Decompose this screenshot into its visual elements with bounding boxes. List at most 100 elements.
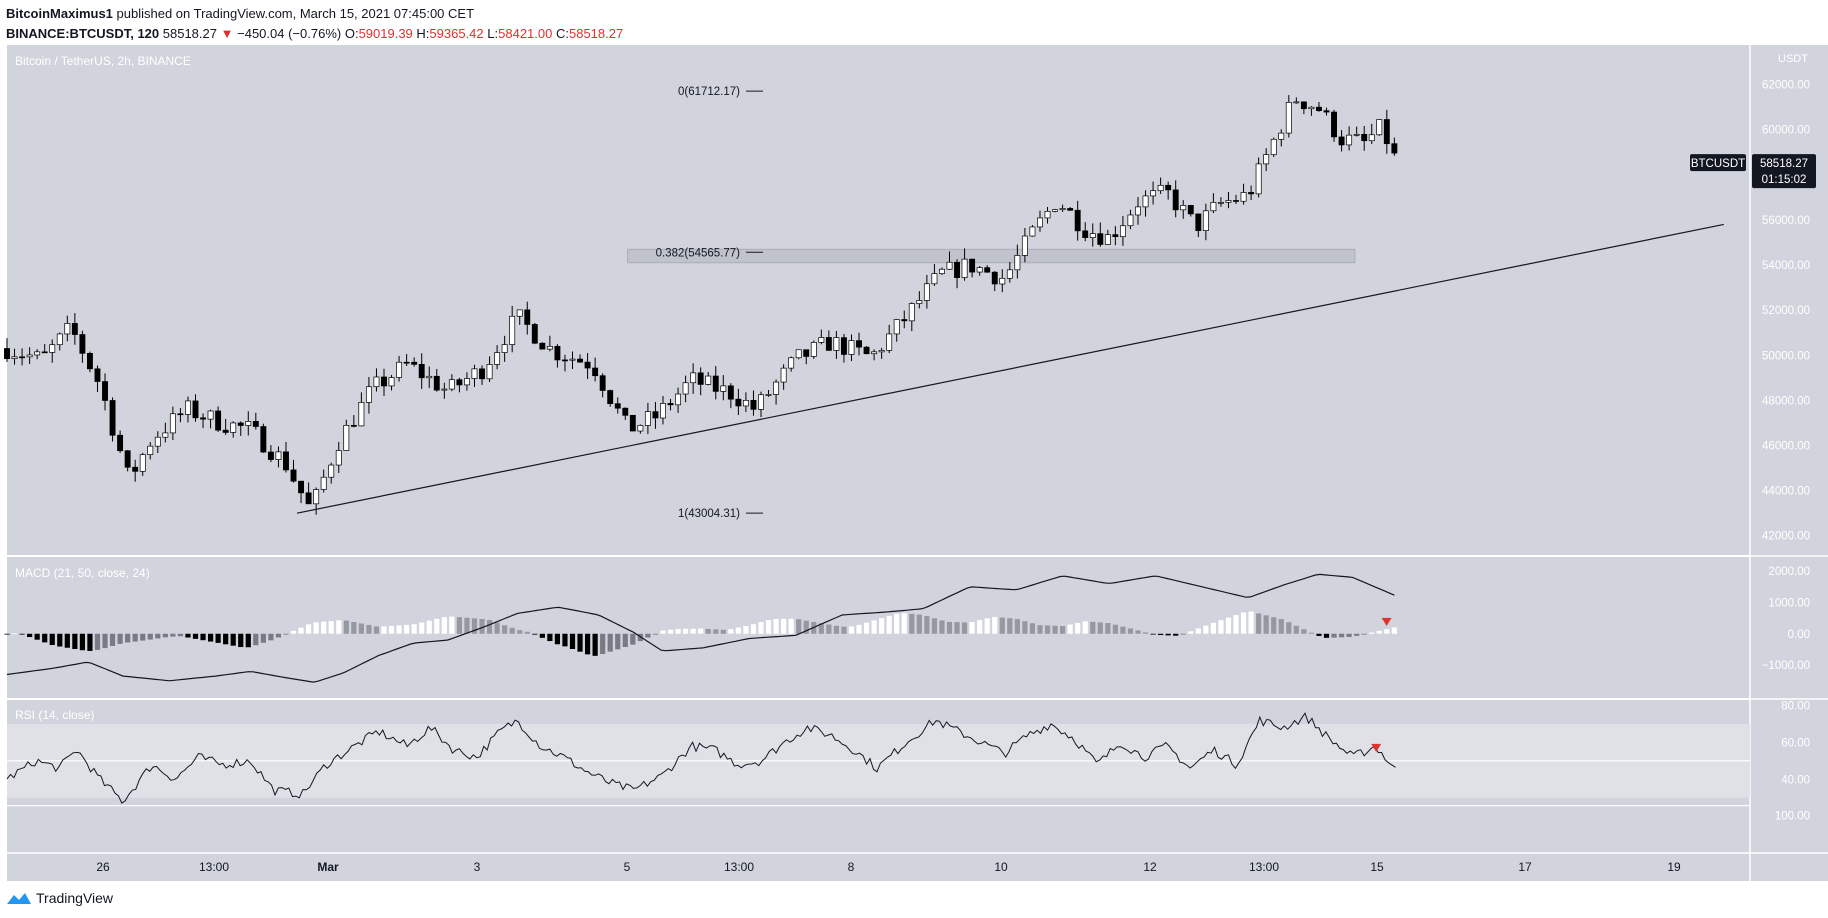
candle[interactable] (810, 340, 817, 359)
candle[interactable] (365, 377, 372, 414)
candle[interactable] (742, 392, 749, 413)
macd-histogram-bar[interactable] (660, 630, 666, 634)
candle[interactable] (1029, 225, 1036, 237)
candle[interactable] (1263, 148, 1270, 172)
candle[interactable] (1187, 204, 1194, 217)
ascending-trendline[interactable] (296, 223, 1724, 514)
candle[interactable] (720, 375, 727, 401)
macd-histogram-bar[interactable] (192, 633, 199, 639)
macd-histogram-bar[interactable] (856, 624, 862, 634)
candle[interactable] (207, 409, 214, 429)
candle[interactable] (780, 364, 787, 390)
macd-histogram-bar[interactable] (19, 633, 25, 635)
candle[interactable] (1338, 130, 1345, 152)
candle[interactable] (373, 368, 380, 392)
candle[interactable] (1361, 126, 1368, 151)
macd-histogram-bar[interactable] (1323, 633, 1330, 638)
macd-histogram-bar[interactable] (879, 618, 885, 634)
candle[interactable] (795, 349, 802, 360)
candle[interactable] (298, 480, 305, 504)
macd-histogram-bar[interactable] (1316, 633, 1322, 636)
candle[interactable] (1210, 193, 1217, 214)
candle[interactable] (1165, 181, 1172, 200)
candle[interactable] (290, 459, 297, 483)
candle[interactable] (539, 342, 546, 350)
candle[interactable] (350, 414, 357, 428)
macd-histogram-bar[interactable] (42, 633, 48, 643)
macd-histogram-bar[interactable] (1391, 627, 1397, 634)
macd-histogram-bar[interactable] (253, 633, 259, 646)
macd-histogram-bar[interactable] (698, 628, 704, 634)
candle[interactable] (840, 333, 847, 363)
macd-histogram-bar[interactable] (683, 628, 689, 634)
candle[interactable] (931, 263, 938, 286)
candle[interactable] (71, 313, 78, 345)
candle[interactable] (1308, 106, 1315, 116)
macd-histogram-bar[interactable] (863, 622, 870, 634)
candle[interactable] (147, 442, 154, 460)
candle[interactable] (471, 364, 478, 387)
candle[interactable] (660, 395, 666, 425)
candle[interactable] (328, 462, 335, 484)
candle[interactable] (102, 373, 108, 411)
macd-histogram-bar[interactable] (1067, 624, 1073, 634)
macd-histogram-bar[interactable] (901, 613, 907, 634)
macd-histogram-bar[interactable] (366, 624, 372, 634)
macd-histogram-bar[interactable] (848, 626, 855, 634)
candle[interactable] (381, 368, 387, 396)
macd-histogram-bar[interactable] (245, 633, 251, 648)
candle[interactable] (727, 383, 734, 409)
macd-histogram-bar[interactable] (1195, 628, 1201, 634)
candle[interactable] (939, 267, 945, 276)
macd-histogram-bar[interactable] (388, 625, 395, 634)
candle[interactable] (863, 346, 870, 355)
macd-histogram-bar[interactable] (690, 628, 696, 634)
macd-histogram-bar[interactable] (1210, 622, 1216, 634)
macd-histogram-bar[interactable] (539, 633, 545, 638)
macd-histogram-bar[interactable] (207, 633, 214, 642)
macd-histogram-bar[interactable] (215, 633, 221, 643)
macd-histogram-bar[interactable] (268, 633, 274, 641)
macd-histogram-bar[interactable] (1112, 624, 1118, 634)
macd-histogram-bar[interactable] (64, 633, 70, 648)
candle[interactable] (448, 374, 455, 392)
candle[interactable] (803, 349, 810, 365)
candle[interactable] (320, 469, 327, 493)
candle[interactable] (554, 344, 561, 368)
candle[interactable] (682, 375, 689, 403)
macd-histogram-bar[interactable] (109, 633, 116, 646)
macd-histogram-bar[interactable] (426, 620, 432, 634)
candle[interactable] (531, 322, 538, 345)
macd-histogram-bar[interactable] (1308, 632, 1315, 634)
macd-histogram-bar[interactable] (1165, 633, 1171, 636)
candle[interactable] (569, 351, 576, 369)
macd-histogram-bar[interactable] (1346, 633, 1352, 637)
macd-histogram-bar[interactable] (1240, 612, 1247, 634)
candle[interactable] (1195, 213, 1202, 238)
candle[interactable] (901, 310, 908, 329)
macd-histogram-bar[interactable] (750, 624, 757, 634)
macd-histogram-bar[interactable] (1135, 630, 1141, 634)
macd-histogram-bar[interactable] (449, 616, 455, 634)
candle[interactable] (969, 258, 976, 278)
macd-histogram-bar[interactable] (72, 633, 78, 649)
macd-histogram-bar[interactable] (102, 633, 108, 649)
candle[interactable] (825, 330, 832, 351)
macd-histogram-bar[interactable] (1158, 633, 1164, 636)
macd-histogram-bar[interactable] (456, 617, 462, 634)
macd-histogram-bar[interactable] (1263, 615, 1269, 634)
macd-histogram-bar[interactable] (49, 633, 55, 646)
candle[interactable] (599, 373, 606, 398)
macd-histogram-bar[interactable] (1286, 622, 1292, 634)
candle[interactable] (1127, 209, 1134, 230)
candle[interactable] (4, 338, 10, 362)
candle[interactable] (1157, 177, 1164, 194)
candle[interactable] (494, 345, 501, 370)
macd-histogram-bar[interactable] (471, 618, 478, 634)
macd-histogram-bar[interactable] (615, 633, 621, 650)
candle[interactable] (64, 315, 71, 342)
candle[interactable] (629, 414, 636, 432)
candle[interactable] (765, 389, 772, 397)
macd-histogram-bar[interactable] (411, 624, 417, 634)
macd-histogram-bar[interactable] (1256, 613, 1262, 634)
